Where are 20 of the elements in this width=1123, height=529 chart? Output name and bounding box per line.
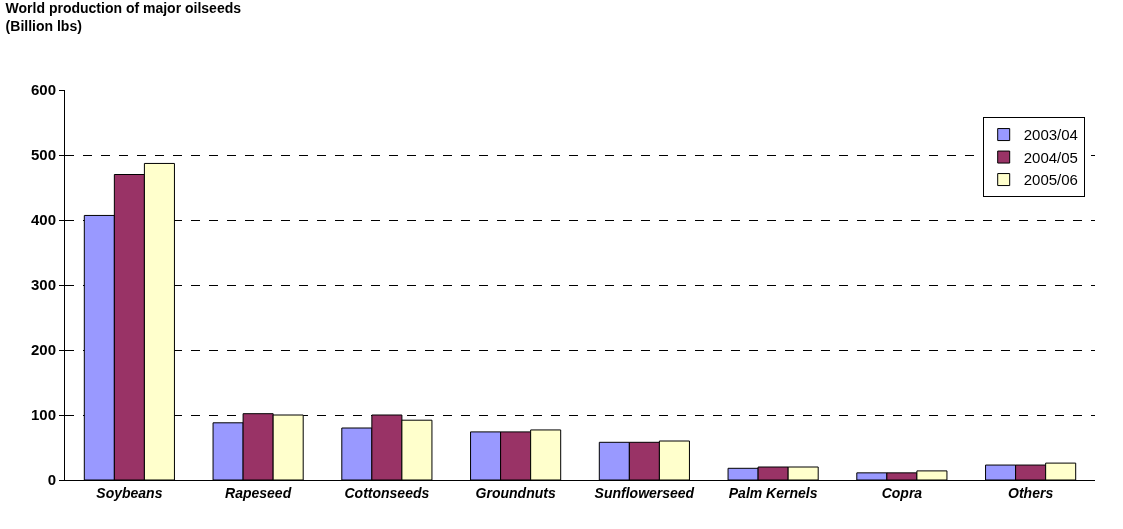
chart-subtitle: (Billion lbs) xyxy=(5,18,82,35)
legend-label: 2004/05 xyxy=(1023,148,1078,166)
y-tick-label: 100 xyxy=(30,406,56,424)
x-tick-label: Rapeseed xyxy=(225,484,292,501)
y-tick-label: 500 xyxy=(30,146,56,164)
legend-label: 2005/06 xyxy=(1023,171,1078,189)
x-tick-label: Soybeans xyxy=(96,484,163,501)
x-tick-label: Copra xyxy=(881,484,923,501)
x-tick-label: Groundnuts xyxy=(475,484,556,501)
y-tick-label: 300 xyxy=(30,276,56,294)
y-tick-label: 200 xyxy=(30,341,56,359)
y-tick-label: 0 xyxy=(47,471,56,489)
x-tick-label: Cottonseeds xyxy=(344,484,430,501)
y-tick-label: 400 xyxy=(30,211,56,229)
y-tick-label: 600 xyxy=(30,81,56,99)
x-tick-label: Others xyxy=(1008,484,1054,501)
x-tick-label: Palm Kernels xyxy=(728,484,818,501)
legend-label: 2003/04 xyxy=(1023,126,1078,144)
chart-title: World production of major oilseeds xyxy=(5,0,242,17)
x-tick-label: Sunflowerseed xyxy=(594,484,695,501)
